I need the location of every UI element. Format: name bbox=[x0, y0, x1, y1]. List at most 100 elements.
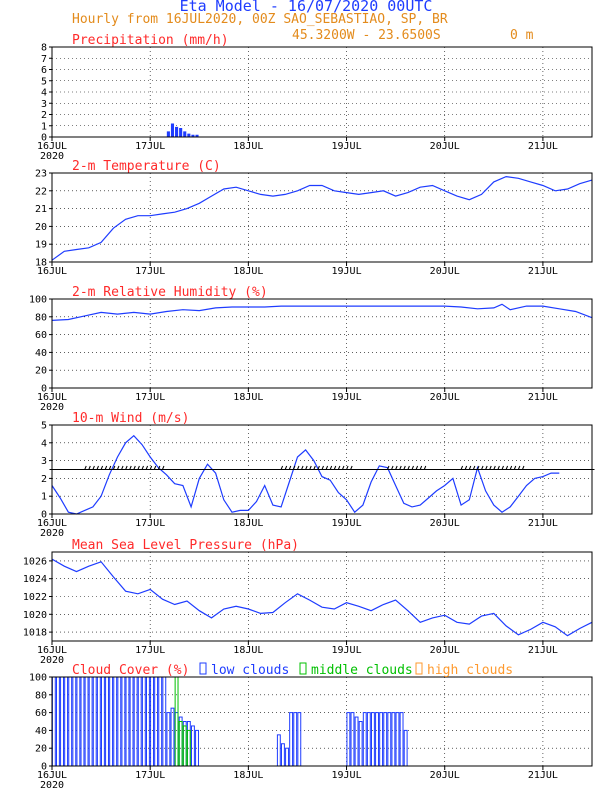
wind-barb-flag bbox=[485, 465, 488, 470]
legend-swatch bbox=[199, 662, 207, 675]
cloud-bar bbox=[141, 676, 146, 767]
panel-title: Mean Sea Level Pressure (hPa) bbox=[72, 538, 299, 553]
x-tick-label: 16JUL bbox=[37, 392, 67, 403]
x-tick-label: 20JUL bbox=[430, 141, 460, 152]
wind-barb-flag bbox=[399, 465, 402, 470]
x-tick-label: 17JUL bbox=[135, 518, 165, 529]
wind-barb-flag bbox=[517, 465, 521, 470]
precip-bar bbox=[183, 131, 187, 137]
wind-barb-flag bbox=[100, 465, 104, 470]
cloud-bar bbox=[129, 676, 134, 767]
panel-title: Cloud Cover (%) bbox=[72, 663, 189, 678]
x-tick-label: 18JUL bbox=[233, 518, 263, 529]
x-tick-label: 18JUL bbox=[233, 770, 263, 781]
wind-barb-flag bbox=[125, 465, 128, 470]
y-tick-label: 80 bbox=[35, 312, 47, 323]
y-tick-label: 5 bbox=[41, 421, 47, 432]
y-tick-label: 20 bbox=[35, 222, 47, 233]
y-tick-label: 40 bbox=[35, 726, 47, 737]
precip-bar bbox=[170, 123, 175, 137]
wind-barb-flag bbox=[521, 465, 525, 470]
y-tick-label: 100 bbox=[29, 673, 47, 684]
cloud-bar bbox=[121, 676, 126, 767]
wind-barb-flag bbox=[341, 465, 345, 470]
x-tick-label: 19JUL bbox=[331, 645, 361, 656]
precip-bar bbox=[187, 133, 191, 137]
y-tick-label: 4 bbox=[41, 88, 47, 99]
cloud-bar bbox=[145, 676, 150, 767]
cloud-bar bbox=[133, 676, 138, 767]
x-tick-label: 20JUL bbox=[430, 770, 460, 781]
wind-barb-flag bbox=[153, 465, 157, 470]
series-line bbox=[51, 558, 593, 637]
cloud-bar bbox=[60, 676, 64, 767]
y-tick-label: 20 bbox=[35, 744, 47, 755]
legend-swatch bbox=[299, 662, 307, 675]
cloud-bar bbox=[293, 712, 298, 767]
cloud-bar bbox=[76, 676, 81, 767]
wind-barb-flag bbox=[157, 465, 161, 470]
y-tick-label: 1022 bbox=[23, 592, 47, 603]
y-tick-label: 21 bbox=[35, 204, 47, 215]
cloud-bar bbox=[358, 721, 363, 767]
chart-panel-3: 2-m Relative Humidity (%) 0 20 40 60 80 100 16J… bbox=[29, 285, 593, 413]
wind-barb-flag bbox=[84, 465, 87, 470]
x-tick-label: 21JUL bbox=[528, 645, 558, 656]
wind-barb-flag bbox=[301, 465, 304, 470]
cloud-bar bbox=[375, 712, 379, 767]
cloud-bar bbox=[162, 676, 167, 767]
wind-barb-flag bbox=[296, 465, 300, 470]
y-tick-label: 6 bbox=[41, 65, 47, 76]
y-tick-label: 2 bbox=[41, 110, 47, 121]
wind-barb-flag bbox=[419, 465, 423, 470]
x-tick-year-label: 2020 bbox=[40, 655, 64, 666]
wind-barb-flag bbox=[116, 465, 120, 470]
x-tick-label: 16JUL bbox=[37, 266, 67, 277]
cloud-bar bbox=[366, 712, 371, 767]
wind-barb-flag bbox=[464, 465, 468, 470]
wind-barb-flag bbox=[472, 465, 476, 470]
cloud-bar bbox=[383, 712, 388, 767]
x-tick-label: 18JUL bbox=[233, 392, 263, 403]
cloud-bar bbox=[379, 712, 384, 767]
cloud-bar bbox=[105, 676, 109, 767]
wind-barb-flag bbox=[346, 465, 349, 470]
cloud-bar bbox=[174, 676, 179, 767]
x-tick-label: 19JUL bbox=[331, 770, 361, 781]
x-tick-year-label: 2020 bbox=[40, 151, 64, 162]
x-tick-label: 21JUL bbox=[528, 770, 558, 781]
cloud-bar bbox=[84, 676, 89, 767]
cloud-bar bbox=[100, 676, 105, 767]
legend-label: middle clouds bbox=[311, 663, 413, 678]
wind-barb-flag bbox=[88, 465, 91, 470]
cloud-bar bbox=[190, 725, 195, 767]
y-tick-label: 100 bbox=[29, 295, 47, 306]
cloud-bar bbox=[289, 712, 294, 767]
wind-barb-flag bbox=[350, 465, 353, 470]
wind-barb-flag bbox=[513, 465, 517, 470]
wind-barb-flag bbox=[411, 465, 414, 470]
wind-barb-flag bbox=[305, 465, 308, 470]
wind-barb-flag bbox=[309, 465, 312, 470]
cloud-bar bbox=[178, 721, 183, 767]
wind-barb-flag bbox=[141, 465, 144, 470]
cloud-bar bbox=[195, 729, 199, 767]
cloud-bar bbox=[80, 676, 85, 767]
x-tick-label: 16JUL bbox=[37, 518, 67, 529]
legend-label: high clouds bbox=[427, 663, 513, 678]
x-tick-label: 20JUL bbox=[430, 266, 460, 277]
wind-barb-flag bbox=[317, 465, 320, 470]
wind-barb-flag bbox=[288, 465, 292, 470]
y-tick-label: 80 bbox=[35, 690, 47, 701]
precip-bar bbox=[166, 131, 170, 137]
x-tick-label: 16JUL bbox=[37, 645, 67, 656]
legend-swatch bbox=[415, 662, 423, 675]
precip-bar bbox=[191, 134, 195, 137]
series-line bbox=[51, 434, 560, 515]
wind-barb-flag bbox=[476, 465, 480, 470]
axes-frame bbox=[51, 676, 593, 767]
x-tick-label: 21JUL bbox=[528, 141, 558, 152]
wind-barb-flag bbox=[133, 465, 136, 470]
wind-barb-flag bbox=[137, 465, 140, 470]
